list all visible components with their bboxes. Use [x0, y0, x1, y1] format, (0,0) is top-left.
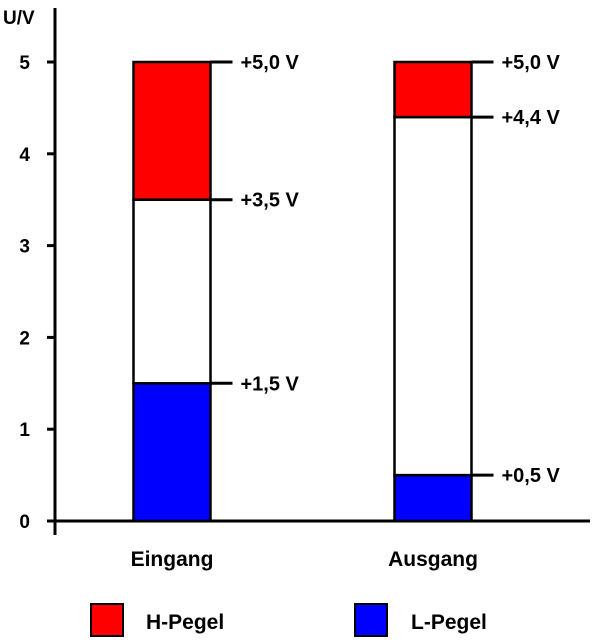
level-label-ausgang-1: +4,4 V [502, 107, 561, 129]
y-axis-label: U/V [3, 8, 35, 29]
level-label-ausgang-0: +5,0 V [502, 52, 561, 74]
level-label-eingang-2: +1,5 V [241, 373, 300, 395]
y-tick-label-5: 5 [19, 53, 30, 74]
legend-label-l: L-Pegel [411, 611, 487, 634]
level-label-ausgang-2: +0,5 V [502, 465, 561, 487]
legend-swatch-h [90, 603, 124, 637]
level-label-eingang-1: +3,5 V [241, 190, 300, 212]
plot-area: 0 1 2 3 4 5 Eingang +5,0 V +3,5 V +1,5 V Ausgang +5… [19, 8, 590, 571]
level-label-eingang-0: +5,0 V [241, 52, 300, 74]
legend-swatch-l [354, 603, 388, 637]
y-tick-label-2: 2 [19, 328, 30, 349]
bar-segment-ausgang-undefined [393, 115, 473, 477]
legend: H-Pegel L-Pegel [90, 603, 487, 637]
bar-segment-eingang-l [132, 382, 212, 523]
category-label-eingang: Eingang [131, 548, 214, 571]
y-tick-label-4: 4 [19, 145, 30, 166]
y-tick-label-0: 0 [19, 512, 30, 533]
bar-segment-eingang-h [132, 60, 212, 201]
bar-segment-ausgang-h [393, 60, 473, 119]
legend-label-h: H-Pegel [146, 611, 224, 634]
bar-segment-ausgang-l [393, 473, 473, 523]
bar-segment-eingang-undefined [132, 198, 212, 385]
y-tick-label-3: 3 [19, 237, 30, 258]
y-tick-label-1: 1 [19, 420, 30, 441]
category-label-ausgang: Ausgang [388, 548, 478, 571]
